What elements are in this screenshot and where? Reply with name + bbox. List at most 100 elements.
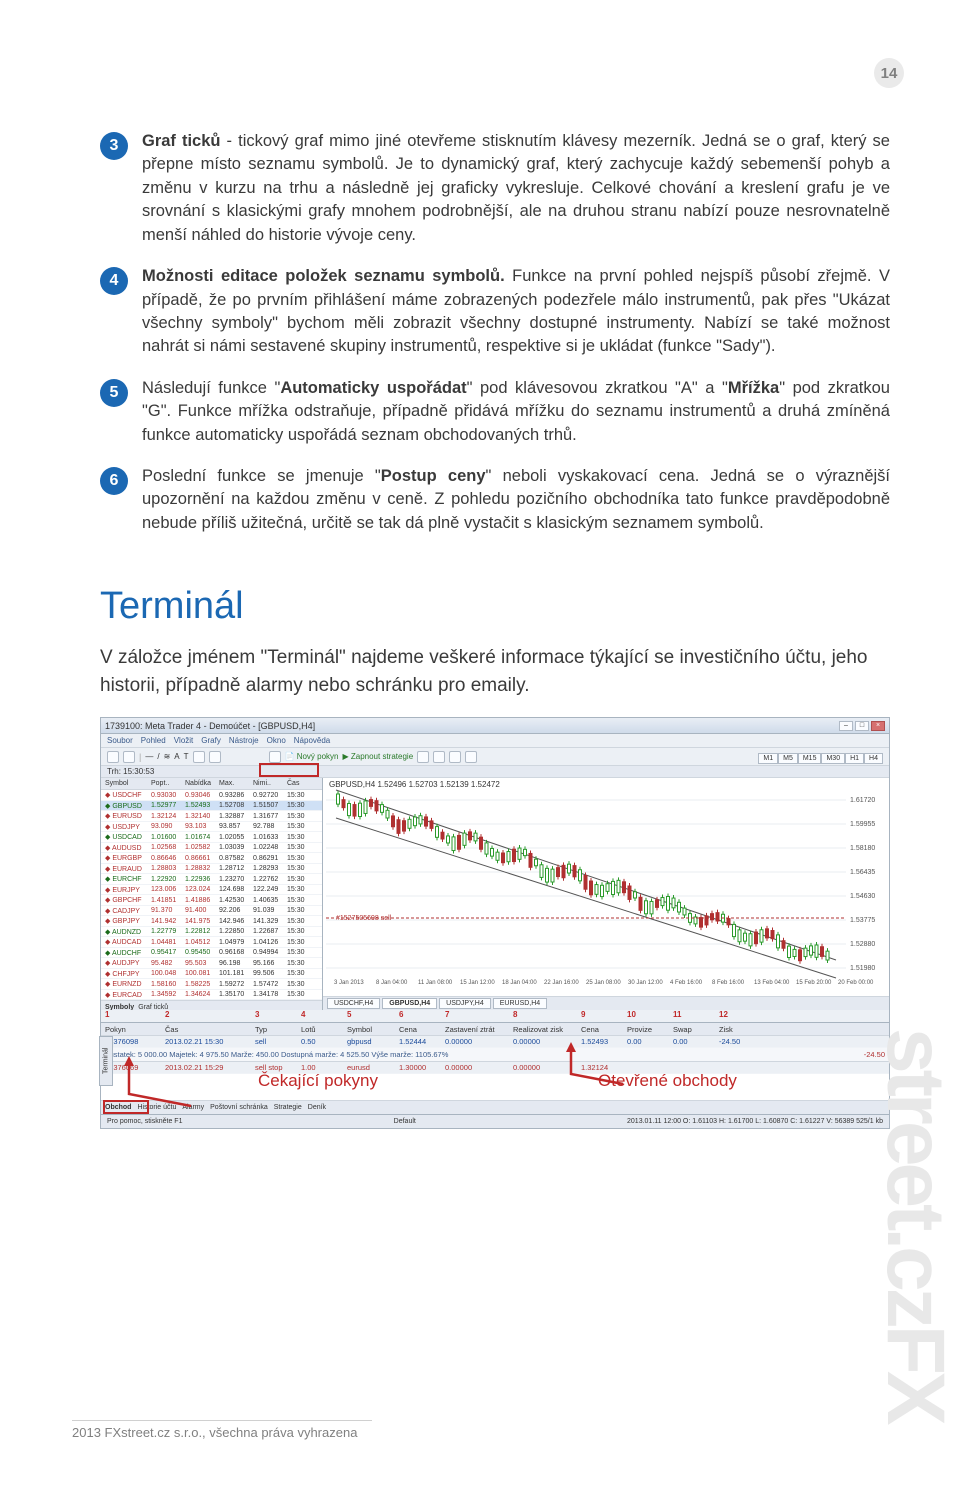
list-number-badge: 5 [100,379,128,407]
x-axis-label: 11 Jan 08:00 [418,980,453,986]
terminal-tab[interactable]: Strategie [274,1104,302,1111]
brand-fx: FX [870,1325,960,1422]
chart-tab[interactable]: GBPUSD,H4 [382,998,437,1009]
footer-copyright: 2013 FXstreet.cz s.r.o., všechna práva v… [72,1420,372,1440]
menu-item[interactable]: Nápověda [294,736,330,745]
x-axis-label: 3 Jan 2013 [334,980,364,986]
x-axis-label: 13 Feb 04:00 [754,980,790,986]
menu-item[interactable]: Nástroje [229,736,259,745]
watch-row[interactable]: ◆ AUDCHF0.954170.954500.961680.9499415:3… [101,948,322,959]
terminal-cell: sell [255,1037,301,1046]
terminal-balance-row: Zůstatek: 5 000.00 Majetek: 4 975.50 Mar… [101,1048,889,1062]
toolbar-icon[interactable] [433,751,445,763]
terminal-row-pending[interactable]: 193760692013.02.21 15:29sell stop1.00eur… [101,1062,889,1074]
menu-item[interactable]: Soubor [107,736,133,745]
toolbar-icon[interactable] [417,751,429,763]
terminal-header-cell: Zastavení ztrát [445,1025,513,1034]
terminal-cell: 19376098 [105,1037,165,1046]
timeframe-button[interactable]: H4 [864,753,883,764]
watch-row[interactable]: ◆ USDCHF0.930300.930460.932860.9272015:3… [101,790,322,801]
list-paragraph: Následují funkce "Automaticky uspořádat"… [142,377,890,447]
watch-header-cell: Nimi.. [253,780,287,787]
terminal-column-number: 7 [445,1010,513,1019]
heading-terminal: Terminál [100,585,890,628]
x-axis-label: 4 Feb 16:00 [670,980,703,986]
terminal-cell: -24.50 [719,1037,765,1046]
label-open-trades: Otevřené obchody [598,1071,737,1091]
terminal-cell: 1.52493 [581,1037,627,1046]
watch-row[interactable]: ◆ GBPCHF1.418511.418861.425301.4063515:3… [101,895,322,906]
terminal-column-number: 11 [673,1010,719,1019]
chart-tab[interactable]: EURUSD,H4 [493,998,547,1009]
watch-row[interactable]: ◆ EURCHF1.229201.229361.232701.2276215:3… [101,874,322,885]
terminal-column-number: 10 [627,1010,673,1019]
autotrading-button[interactable]: ▶ Zapnout strategie [343,752,414,761]
terminal-header-cell: Zisk [719,1025,765,1034]
watch-row[interactable]: ◆ USDCAD1.016001.016741.020551.0163315:3… [101,832,322,843]
terminal-tab[interactable]: Alarmy [182,1104,204,1111]
menu-item[interactable]: Vložit [174,736,194,745]
timeframe-button[interactable]: M5 [778,753,798,764]
list-number-badge: 4 [100,267,128,295]
terminal-tab[interactable]: Deník [308,1104,326,1111]
chart-tab[interactable]: USDJPY,H4 [439,998,491,1009]
market-watch-tabs: SymbolyGraf ticků [101,1000,322,1010]
x-axis-label: 15 Feb 20:00 [796,980,832,986]
list-paragraph: Graf ticků - tickový graf mimo jiné otev… [142,130,890,247]
menu-item[interactable]: Grafy [201,736,221,745]
chart-title: GBPUSD,H4 1.52496 1.52703 1.52139 1.5247… [329,780,500,789]
terminal-header-cell: Realizovat zisk [513,1025,581,1034]
terminal-vertical-tab[interactable]: Terminál [99,1036,113,1086]
x-axis-label: 8 Feb 16:00 [712,980,745,986]
terminal-tab[interactable]: Poštovní schránka [210,1104,268,1111]
timeframe-button[interactable]: H1 [845,753,864,764]
toolbar-icon[interactable] [269,751,281,763]
toolbar-icon[interactable] [193,751,205,763]
toolbar-icon[interactable] [449,751,461,763]
toolbar-icon[interactable] [123,751,135,763]
watch-row[interactable]: ◆ AUDNZD1.227791.228121.228501.2268715:3… [101,927,322,938]
new-order-button[interactable]: 📄 Nový pokyn [285,752,339,761]
watch-row[interactable]: ◆ AUDJPY95.48295.50396.19895.16615:30 [101,958,322,969]
brand-rest: street.cz [870,1028,960,1325]
watch-row[interactable]: ◆ EURCAD1.345921.346241.351701.3417815:3… [101,990,322,1001]
chart-tabs: USDCHF,H4GBPUSD,H4USDJPY,H4EURUSD,H4 [323,996,889,1010]
toolbar-icon[interactable] [209,751,221,763]
list-number-badge: 3 [100,132,128,160]
watch-row[interactable]: ◆ CADJPY91.37091.40092.20691.03915:30 [101,906,322,917]
terminal-column-number: 3 [255,1010,301,1019]
minimize-button[interactable]: – [839,721,853,731]
terminal-column-number: 1 [105,1010,165,1019]
watch-row[interactable]: ◆ GBPJPY141.942141.975142.946141.32915:3… [101,916,322,927]
terminal-column-number: 12 [719,1010,765,1019]
menu-item[interactable]: Pohled [141,736,166,745]
watch-row[interactable]: ◆ AUDUSD1.025681.025821.030391.0224815:3… [101,843,322,854]
watch-row[interactable]: ◆ AUDCAD1.044811.045121.049791.0412615:3… [101,937,322,948]
timeframe-button[interactable]: M15 [798,753,822,764]
timeframe-button[interactable]: M1 [758,753,778,764]
toolbar-icon[interactable] [465,751,477,763]
close-button[interactable]: × [871,721,885,731]
maximize-button[interactable]: □ [855,721,869,731]
menu-bar: Soubor Pohled Vložit Grafy Nástroje Okno Nápov… [101,734,889,748]
menu-item[interactable]: Okno [267,736,286,745]
watch-row[interactable]: ◆ CHFJPY100.048100.081101.18199.50615:30 [101,969,322,980]
watch-row[interactable]: ◆ USDJPY93.09093.10393.85792.78815:30 [101,822,322,833]
watch-row[interactable]: ◆ EURNZD1.581601.582251.592721.5747215:3… [101,979,322,990]
timeframe-button[interactable]: M30 [821,753,845,764]
chart-tab[interactable]: USDCHF,H4 [327,998,380,1009]
x-axis-label: 25 Jan 08:00 [586,980,621,986]
toolbar-icon[interactable] [107,751,119,763]
toolbar-label: T [184,752,189,761]
y-axis-label: 1.54630 [850,893,875,900]
terminal-cell: 0.00000 [445,1063,513,1072]
watch-row[interactable]: ◆ EURGBP0.866460.866610.875820.8629115:3… [101,853,322,864]
watch-row[interactable]: ◆ EURAUD1.288031.288321.287121.2829315:3… [101,864,322,875]
watch-row[interactable]: ◆ EURUSD1.321241.321401.328871.3167715:3… [101,811,322,822]
terminal-column-number: 9 [581,1010,627,1019]
side-brand: street.czFX [882,1028,948,1422]
watch-row[interactable]: ◆ EURJPY123.006123.024124.698122.24915:3… [101,885,322,896]
terminal-column-number: 5 [347,1010,399,1019]
watch-row[interactable]: ◆ GBPUSD1.529771.524931.527081.5150715:3… [101,801,322,812]
terminal-row-open[interactable]: 193760982013.02.21 15:30sell0.50gbpusd1.… [101,1036,889,1048]
